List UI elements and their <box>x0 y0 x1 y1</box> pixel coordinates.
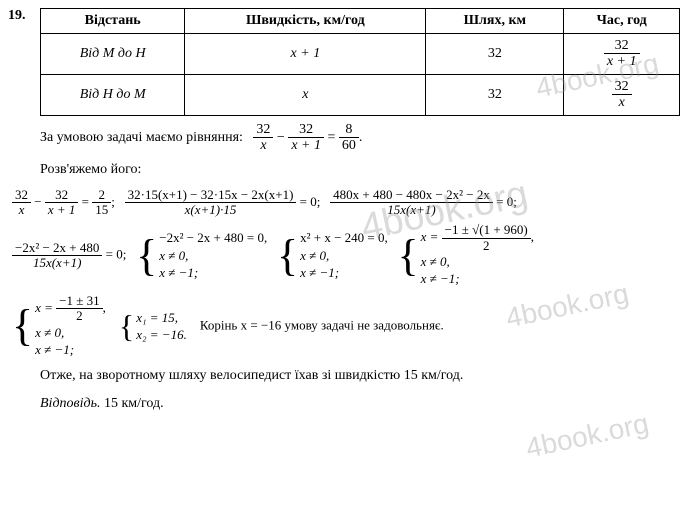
table-row: Від H до M x 32 32x <box>41 74 680 115</box>
cell-distance: Від H до M <box>41 74 185 115</box>
condition-line: За умовою задачі маємо рівняння: 32x − 3… <box>12 122 678 154</box>
solve-heading: Розв'яжемо його: <box>12 159 678 181</box>
data-table: Відстань Швидкість, км/год Шлях, км Час,… <box>40 8 680 116</box>
table-row: Від M до H x + 1 32 32x + 1 <box>41 34 680 75</box>
system-3: { x = −1 ± √(1 + 960)2, x ≠ 0, x ≠ −1; <box>398 223 535 288</box>
system-1: { −2x² − 2x + 480 = 0, x ≠ 0, x ≠ −1; <box>136 229 267 282</box>
table-header-row: Відстань Швидкість, км/год Шлях, км Час,… <box>41 9 680 34</box>
system-5: { x₁ = 15, x₂ = −16. <box>119 309 187 344</box>
system-4: { x = −1 ± 312, x ≠ 0, x ≠ −1; <box>12 294 106 359</box>
answer-label: Відповідь. <box>40 396 100 411</box>
problem-number: 19. <box>8 8 26 24</box>
watermark: 4book.org <box>523 407 651 464</box>
system-2: { x² + x − 240 = 0, x ≠ 0, x ≠ −1; <box>277 229 388 282</box>
cell-time: 32x <box>564 74 680 115</box>
cell-speed: x + 1 <box>185 34 426 75</box>
condition-text: За умовою задачі маємо рівняння: <box>40 130 243 145</box>
conclusion-line: Отже, на зворотному шляху велосипедист ї… <box>12 365 678 387</box>
col-header: Шлях, км <box>426 9 564 34</box>
col-header: Швидкість, км/год <box>185 9 426 34</box>
cell-distance: Від M до H <box>41 34 185 75</box>
col-header: Відстань <box>41 9 185 34</box>
root-note: Корінь x = −16 умову задачі не задовольн… <box>200 317 444 332</box>
cell-path: 32 <box>426 34 564 75</box>
col-header: Час, год <box>564 9 680 34</box>
answer-value: 15 км/год. <box>104 396 164 411</box>
cell-path: 32 <box>426 74 564 115</box>
cell-time: 32x + 1 <box>564 34 680 75</box>
equation-line-2: 32x − 32x + 1 = 215; 32·15(x+1) − 32·15x… <box>12 188 678 218</box>
equation-line-4: { x = −1 ± 312, x ≠ 0, x ≠ −1; { x₁ = 15… <box>12 294 678 359</box>
answer-line: Відповідь. 15 км/год. <box>12 393 678 415</box>
cell-speed: x <box>185 74 426 115</box>
equation-line-3: −2x² − 2x + 48015x(x+1) = 0; { −2x² − 2x… <box>12 223 678 288</box>
